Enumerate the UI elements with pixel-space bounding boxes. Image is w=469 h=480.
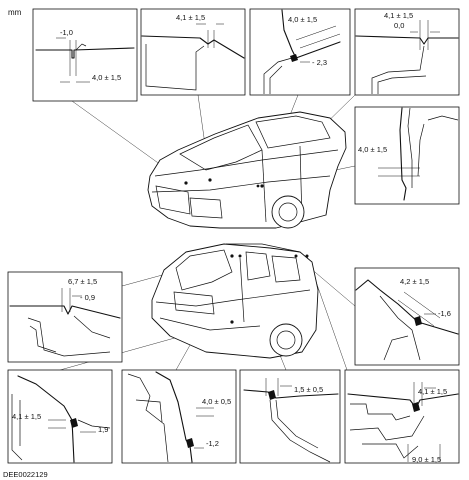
detail-view-4: 4,1 ± 1,5 0,0 — [354, 8, 460, 96]
detail-1-label-1: -1,0 — [60, 28, 73, 37]
detail-2-label-1: 4,1 ± 1,5 — [176, 13, 205, 22]
detail-4-label-2: 0,0 — [394, 21, 404, 30]
detail-8-label-1: 4,1 ± 1,5 — [12, 412, 41, 421]
detail-1-label-2: 4,0 ± 1,5 — [92, 73, 121, 82]
detail-9-label-1: 4,0 ± 0,5 — [202, 397, 231, 406]
detail-3-label-1: 4,0 ± 1,5 — [288, 15, 317, 24]
detail-view-6: 6,7 ± 1,5 - 0,9 — [7, 271, 123, 363]
detail-view-8: 4,1 ± 1,5 1,9 — [7, 369, 113, 464]
unit-label: mm — [8, 8, 22, 17]
detail-view-11: 4,1 ± 1,5 9,0 ± 1,5 — [344, 369, 460, 464]
detail-view-7: 4,2 ± 1,5 -1,6 — [354, 267, 460, 366]
detail-11-label-2: 9,0 ± 1,5 — [412, 455, 441, 464]
detail-6-label-2: - 0,9 — [80, 293, 95, 302]
detail-7-label-2: -1,6 — [438, 309, 451, 318]
drawing-code: DEE0022129 — [3, 470, 48, 479]
detail-view-2: 4,1 ± 1,5 — [140, 8, 246, 96]
detail-7-label-1: 4,2 ± 1,5 — [400, 277, 429, 286]
detail-view-10: 1,5 ± 0,5 — [239, 369, 341, 464]
detail-3-label-2: - 2,3 — [312, 58, 327, 67]
detail-9-label-2: -1,2 — [206, 439, 219, 448]
sedan-illustration — [147, 111, 347, 229]
detail-view-3: 4,0 ± 1,5 - 2,3 — [249, 8, 351, 96]
detail-view-9: 4,0 ± 0,5 -1,2 — [121, 369, 237, 464]
detail-view-5: 4,0 ± 1,5 — [354, 106, 460, 205]
detail-5-label-1: 4,0 ± 1,5 — [358, 145, 387, 154]
detail-4-label-1: 4,1 ± 1,5 — [384, 11, 413, 20]
detail-6-label-1: 6,7 ± 1,5 — [68, 277, 97, 286]
detail-10-label-1: 1,5 ± 0,5 — [294, 385, 323, 394]
estate-illustration — [151, 243, 319, 359]
detail-8-label-2: 1,9 — [98, 425, 108, 434]
detail-11-label-1: 4,1 ± 1,5 — [418, 387, 447, 396]
detail-view-1: -1,0 4,0 ± 1,5 — [32, 8, 138, 102]
